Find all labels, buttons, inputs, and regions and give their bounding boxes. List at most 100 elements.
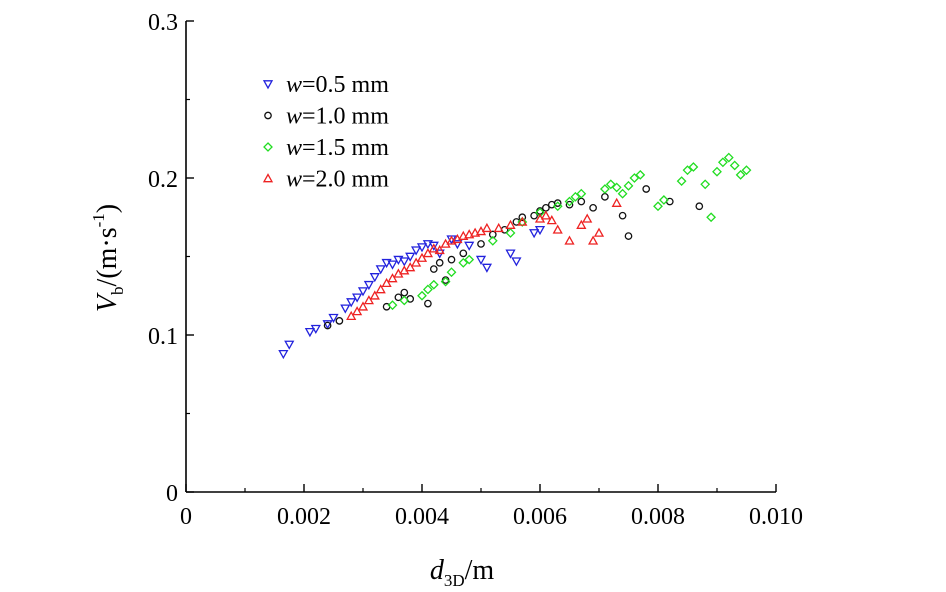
data-point — [540, 210, 552, 220]
legend-var: w — [286, 72, 302, 98]
data-point — [399, 295, 410, 306]
data-point — [422, 248, 434, 258]
data-point — [624, 232, 633, 240]
data-point — [518, 213, 527, 222]
legend-value: =1.5 mm — [302, 135, 389, 161]
data-point — [712, 166, 722, 177]
data-point — [577, 197, 586, 206]
y-tick-label: 0.3 — [148, 10, 178, 36]
legend: w=0.5 mmw=1.0 mmw=1.5 mmw=2.0 mm — [262, 72, 389, 193]
data-point — [422, 284, 433, 295]
data-point — [741, 165, 752, 176]
data-point — [435, 258, 444, 267]
x-tick-label: 0.010 — [749, 504, 803, 530]
x-axis-title-main: d — [430, 555, 445, 586]
data-point — [381, 277, 392, 288]
data-point — [593, 227, 605, 237]
data-point — [611, 182, 622, 193]
data-point — [546, 215, 557, 225]
data-point — [410, 246, 422, 256]
x-tick-label: 0.002 — [277, 504, 331, 530]
legend-var: w — [286, 104, 302, 130]
data-point — [618, 211, 627, 220]
data-point — [481, 222, 493, 233]
data-point — [481, 263, 493, 273]
data-point — [335, 317, 344, 325]
legend-marker — [263, 142, 273, 152]
data-point — [340, 304, 351, 314]
legend-item: w=2.0 mm — [262, 167, 389, 193]
data-point — [570, 191, 581, 202]
x-axis-title: d3D/m — [430, 555, 495, 590]
data-point — [417, 290, 427, 301]
data-point — [363, 295, 375, 305]
x-tick-label: 0.004 — [395, 504, 449, 530]
data-point — [351, 306, 363, 316]
data-point — [564, 235, 575, 245]
legend-marker — [262, 80, 274, 90]
data-point — [422, 240, 434, 250]
data-point — [601, 192, 609, 201]
data-point — [328, 313, 339, 324]
data-point — [534, 225, 546, 236]
series-2 — [323, 185, 704, 330]
legend-item: w=0.5 mm — [262, 72, 389, 98]
y-tick-label: 0.2 — [148, 167, 178, 193]
data-point — [357, 287, 369, 297]
legend-value: =0.5 mm — [302, 72, 389, 98]
data-point — [729, 160, 740, 171]
series-3 — [387, 152, 752, 311]
data-point — [375, 265, 386, 275]
data-point — [552, 224, 563, 234]
data-point — [688, 162, 699, 172]
data-point — [369, 273, 380, 283]
data-point — [629, 173, 640, 183]
data-point — [416, 252, 428, 262]
data-point — [369, 290, 380, 300]
data-point — [695, 202, 704, 211]
data-point — [405, 262, 416, 272]
legend-value: =2.0 mm — [302, 167, 389, 193]
data-point — [582, 213, 593, 223]
data-point — [381, 258, 392, 269]
x-tick-label: 0 — [180, 504, 192, 530]
data-point — [488, 230, 497, 239]
data-point — [676, 176, 687, 187]
data-point — [611, 197, 622, 207]
data-point — [393, 255, 404, 265]
data-point — [446, 267, 457, 278]
legend-label: w=0.5 mm — [286, 72, 389, 98]
legend-item: w=1.0 mm — [264, 104, 389, 130]
legend-var: w — [286, 167, 302, 193]
y-axis-title: Vb/(m·s-1) — [89, 204, 127, 312]
data-point — [447, 255, 456, 264]
y-tick-label: 0.1 — [148, 324, 178, 350]
data-point — [658, 195, 669, 205]
y-axis-title-close: ) — [92, 204, 123, 213]
data-point — [589, 203, 597, 212]
data-point — [505, 219, 516, 229]
data-point — [535, 207, 545, 218]
data-point — [428, 241, 439, 251]
x-axis-title-unit: /m — [465, 555, 495, 586]
data-point — [564, 196, 575, 207]
data-point — [410, 257, 422, 267]
data-point — [477, 240, 485, 248]
legend-item: w=1.5 mm — [263, 135, 389, 161]
data-point — [493, 222, 504, 233]
legend-label: w=1.5 mm — [286, 135, 389, 161]
data-point — [351, 293, 363, 303]
data-point — [459, 249, 468, 258]
series-4 — [346, 197, 622, 321]
x-ticks: 0 0.002 0.004 0.006 0.008 0.010 — [180, 484, 803, 530]
data-point — [587, 235, 599, 245]
data-point — [642, 185, 651, 193]
data-point — [346, 298, 357, 308]
data-point — [605, 179, 616, 190]
data-point — [424, 299, 432, 308]
data-point — [475, 255, 487, 265]
data-point — [653, 201, 663, 212]
y-tick-label: 0 — [166, 481, 178, 507]
legend-marker — [264, 111, 272, 120]
